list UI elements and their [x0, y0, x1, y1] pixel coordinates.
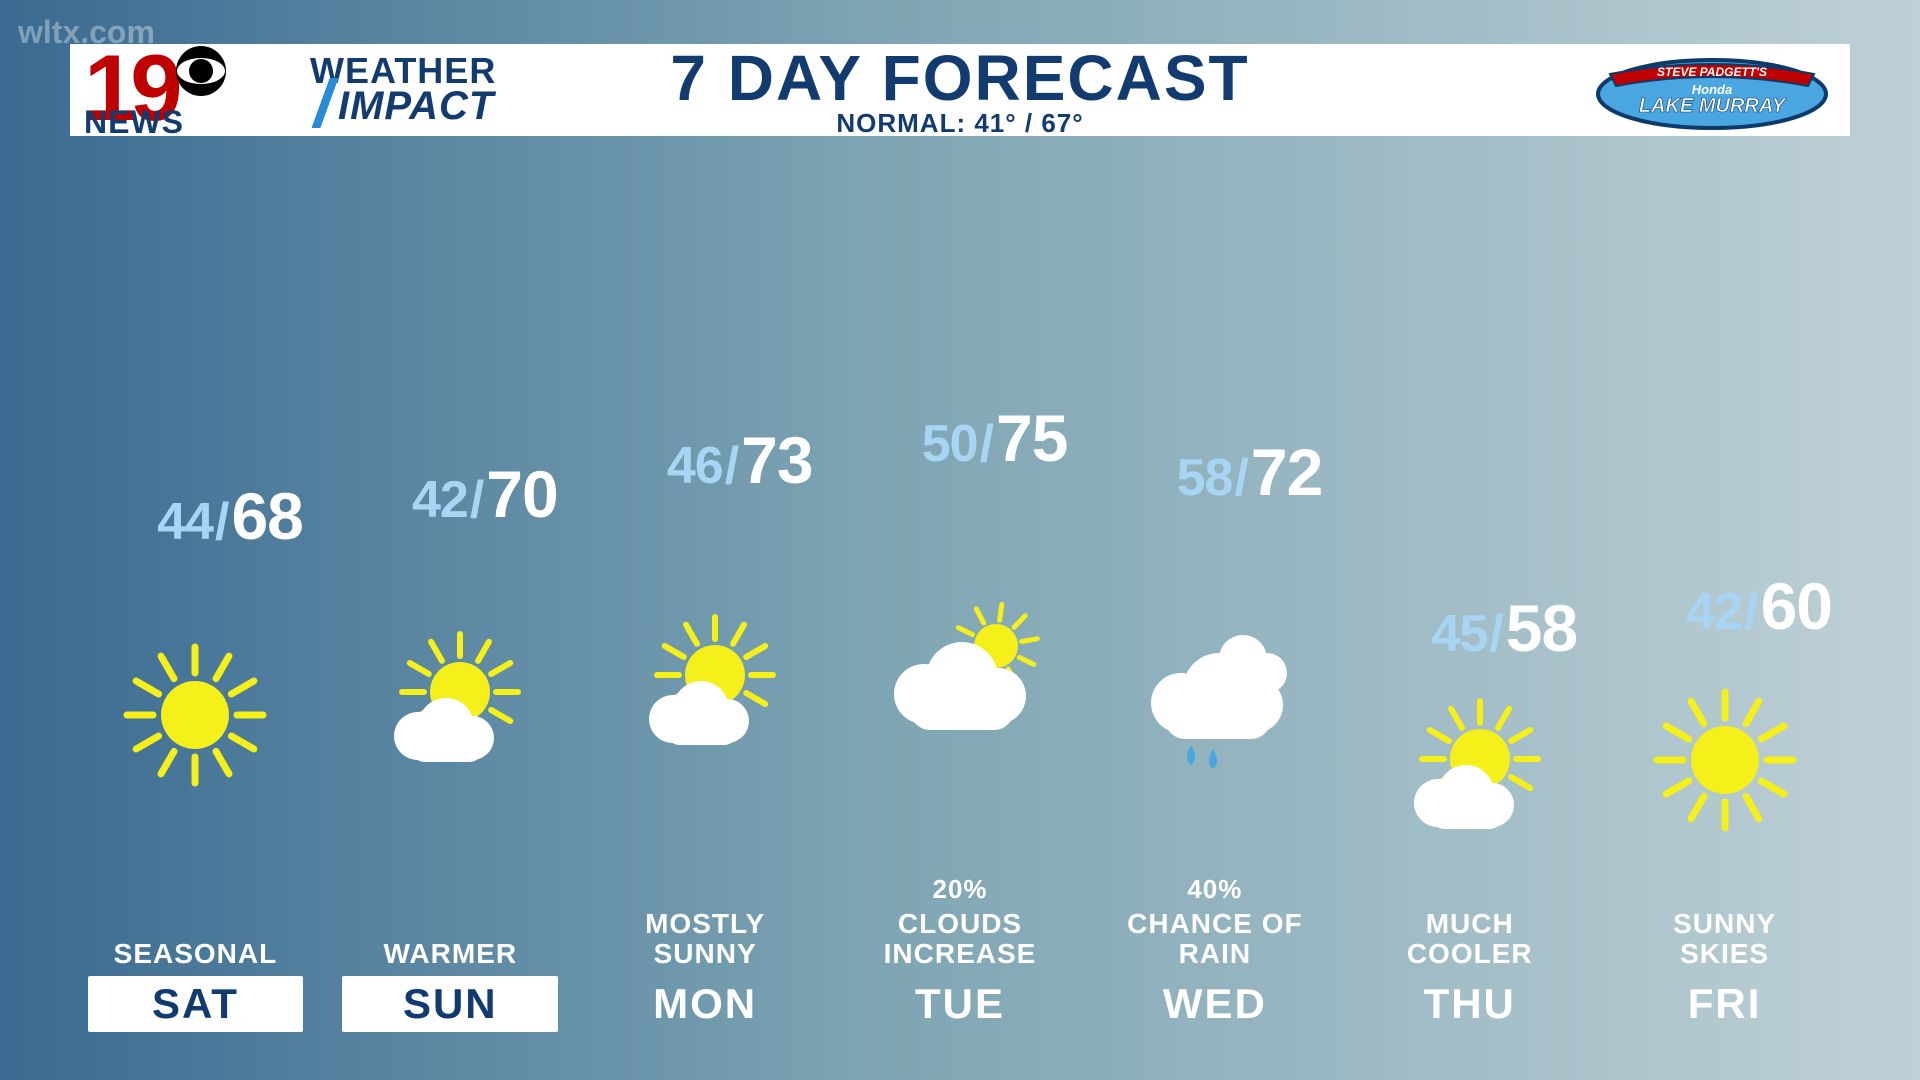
weather-icon — [325, 532, 576, 875]
precip-text — [446, 875, 454, 904]
low-temp: 45 — [1431, 604, 1487, 664]
weather-icon — [1344, 666, 1595, 875]
high-temp: 60 — [1761, 568, 1832, 644]
temp-slash: / — [723, 436, 741, 496]
day-label: SUN — [342, 976, 558, 1032]
day-label: TUE — [852, 976, 1068, 1032]
forecast-bar: 50 / 75 20% CLOUDSINCREASE TUE — [835, 386, 1086, 1050]
temps: 44 / 68 — [70, 464, 321, 554]
temps: 50 / 75 — [835, 386, 1086, 476]
forecast-bar: 42 / 60 SUNNYSKIES FRI — [1599, 554, 1850, 1050]
header-bar: 19 NEWS WEATHER IMPACT 7 DAY FORECAST NO… — [70, 44, 1850, 136]
temp-slash: / — [978, 414, 996, 474]
temps: 46 / 73 — [580, 408, 831, 498]
weather-icon — [1089, 510, 1340, 875]
impact-text: IMPACT — [338, 84, 494, 129]
low-temp: 46 — [667, 436, 723, 496]
precip-text: 20% — [932, 875, 987, 904]
high-temp: 68 — [231, 478, 302, 554]
condition-text: SUNNYSKIES — [1673, 906, 1776, 968]
weather-icon — [835, 476, 1086, 875]
temp-slash: / — [468, 470, 486, 530]
low-temp: 42 — [412, 470, 468, 530]
high-temp: 70 — [486, 456, 557, 532]
temp-slash: / — [1742, 582, 1760, 642]
logo-news-text: NEWS — [84, 104, 184, 141]
forecast-bar: 44 / 68 SEASONAL SAT — [70, 464, 321, 1050]
condition-text: CHANCE OFRAIN — [1127, 906, 1302, 968]
low-temp: 50 — [922, 414, 978, 474]
forecast-bars: 44 / 68 SEASONAL SAT 42 / 70 WARMER SUN … — [70, 160, 1850, 1050]
precip-text — [701, 875, 709, 904]
condition-text: WARMER — [384, 906, 518, 968]
weather-impact-logo: WEATHER IMPACT — [310, 44, 590, 136]
low-temp: 58 — [1177, 448, 1233, 508]
day-label: FRI — [1617, 976, 1833, 1032]
sponsor-bot-text: LAKE MURRAY — [1639, 95, 1787, 117]
precip-text — [191, 875, 199, 904]
weather-icon — [580, 498, 831, 875]
temps: 45 / 58 — [1344, 576, 1595, 666]
forecast-bar: 58 / 72 40% CHANCE OFRAIN WED — [1089, 420, 1340, 1050]
day-label: THU — [1362, 976, 1578, 1032]
high-temp: 75 — [996, 400, 1067, 476]
cbs-eye-icon — [174, 44, 228, 98]
forecast-bar: 46 / 73 MOSTLYSUNNY MON — [580, 408, 831, 1050]
low-temp: 42 — [1686, 582, 1742, 642]
forecast-title: 7 DAY FORECAST — [670, 46, 1249, 110]
high-temp: 73 — [741, 422, 812, 498]
high-temp: 58 — [1506, 590, 1577, 666]
condition-text: CLOUDSINCREASE — [884, 906, 1037, 968]
precip-text — [1466, 875, 1474, 904]
forecast-bar: 42 / 70 WARMER SUN — [325, 442, 576, 1050]
title-block: 7 DAY FORECAST NORMAL: 41° / 67° — [670, 46, 1249, 139]
temp-slash: / — [1487, 604, 1505, 664]
forecast-bar: 45 / 58 MUCHCOOLER THU — [1344, 576, 1595, 1050]
precip-text — [1720, 875, 1728, 904]
day-label: WED — [1107, 976, 1323, 1032]
condition-text: SEASONAL — [114, 906, 278, 968]
watermark-text: wltx.com — [18, 14, 155, 51]
station-logo: 19 NEWS — [84, 44, 304, 136]
day-label: MON — [597, 976, 813, 1032]
high-temp: 72 — [1251, 434, 1322, 510]
weather-icon — [70, 554, 321, 875]
condition-text: MOSTLYSUNNY — [645, 906, 765, 968]
temp-slash: / — [1232, 448, 1250, 508]
weather-icon — [1599, 644, 1850, 875]
temps: 42 / 60 — [1599, 554, 1850, 644]
low-temp: 44 — [157, 492, 213, 552]
day-label: SAT — [88, 976, 304, 1032]
condition-text: MUCHCOOLER — [1407, 906, 1533, 968]
temps: 58 / 72 — [1089, 420, 1340, 510]
temps: 42 / 70 — [325, 442, 576, 532]
precip-text: 40% — [1187, 875, 1242, 904]
sponsor-top-text: STEVE PADGETT'S — [1657, 65, 1767, 79]
temp-slash: / — [213, 492, 231, 552]
sponsor-logo: STEVE PADGETT'S Honda LAKE MURRAY — [1592, 50, 1832, 130]
slash-icon — [312, 78, 338, 128]
